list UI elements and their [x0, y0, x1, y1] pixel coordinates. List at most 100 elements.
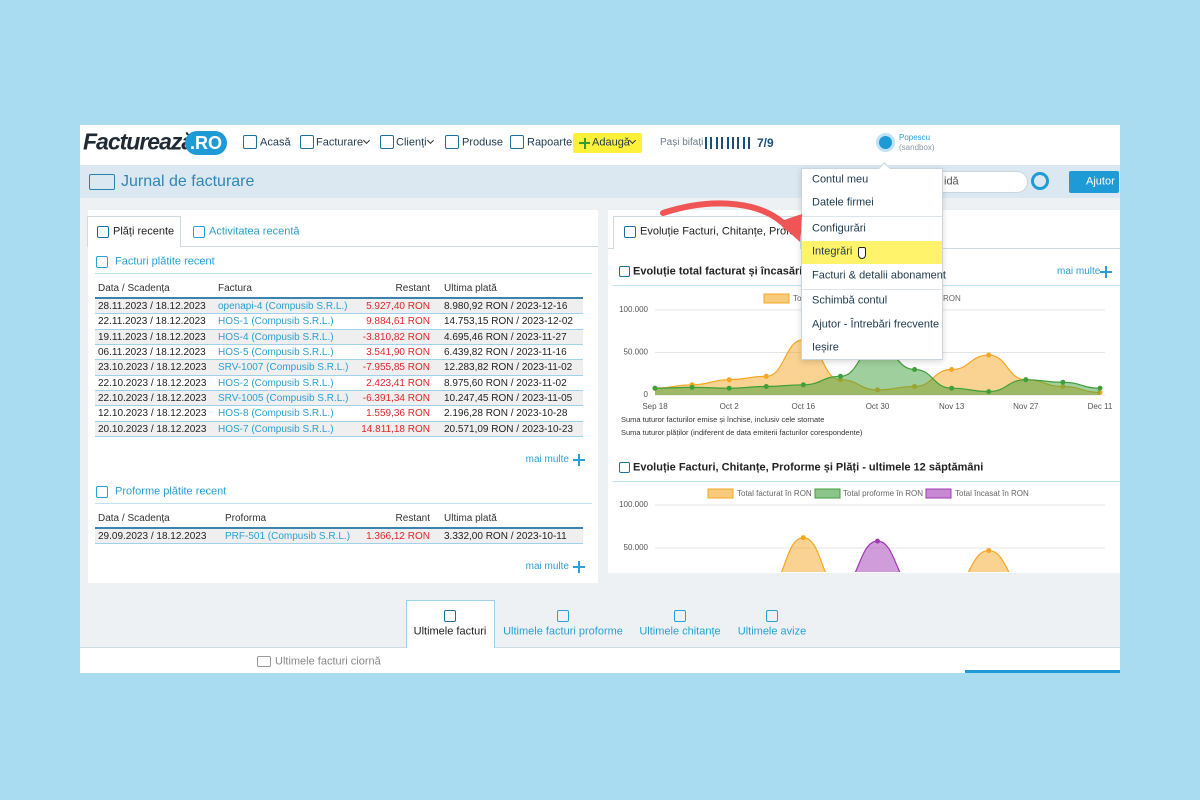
cell[interactable]: HOS-8 (Compusib S.R.L.)	[218, 408, 334, 420]
cell: 10.247,45 RON / 2023-11-05	[444, 392, 573, 404]
cursor	[858, 247, 866, 259]
table-row	[95, 329, 583, 345]
header-border	[95, 297, 583, 299]
tab[interactable]: Ultimele facturi	[413, 625, 487, 638]
cell: 14.811,18 RON	[361, 423, 430, 435]
cell: 2.423,41 RON	[366, 377, 430, 389]
user-button[interactable]	[876, 133, 895, 152]
section-line	[613, 481, 1120, 482]
cell: 3.332,00 RON / 2023-10-11	[444, 531, 567, 542]
cell: -6.391,34 RON	[362, 392, 430, 404]
menu-item[interactable]: Contul meu	[812, 173, 869, 186]
cell: 29.09.2023 / 18.12.2023	[98, 531, 207, 542]
cell: 22.10.2023 / 18.12.2023	[98, 377, 207, 389]
drafts-bar	[80, 648, 1120, 673]
cell: 19.11.2023 / 18.12.2023	[98, 331, 206, 343]
nav-item[interactable]: Rapoarte	[527, 136, 573, 149]
icon	[444, 610, 456, 622]
section-title: Proforme plătite recent	[115, 485, 227, 498]
cell[interactable]: HOS-2 (Compusib S.R.L.)	[218, 377, 334, 389]
icon	[674, 610, 686, 622]
icon	[96, 486, 108, 498]
cell: 20.571,09 RON / 2023-10-23	[444, 423, 573, 435]
cell: 06.11.2023 / 18.12.2023	[98, 346, 206, 358]
menu-highlight	[802, 240, 942, 264]
icon	[300, 135, 314, 149]
tab-active[interactable]	[87, 216, 181, 247]
progress-step	[732, 137, 734, 149]
menu-item[interactable]: Integrări	[812, 245, 853, 258]
cell[interactable]: HOS-5 (Compusib S.R.L.)	[218, 346, 334, 358]
cell[interactable]: HOS-4 (Compusib S.R.L.)	[218, 331, 334, 343]
table-row	[95, 314, 583, 330]
plus-icon	[1105, 266, 1107, 278]
more-link[interactable]: mai multe	[1057, 266, 1101, 277]
help-button[interactable]	[1069, 171, 1119, 193]
tab[interactable]: Ultimele avize	[737, 625, 807, 638]
cell: 20.10.2023 / 18.12.2023	[98, 423, 207, 435]
icon	[619, 266, 630, 277]
menu-item[interactable]: Configurări	[812, 222, 866, 235]
cell: 8.980,92 RON / 2023-12-16	[444, 301, 568, 312]
table-row	[95, 406, 583, 422]
nav-item[interactable]: Produse	[462, 136, 503, 149]
cell: 9.884,61 RON	[366, 316, 430, 328]
menu-item[interactable]: Schimbă contul	[812, 294, 888, 307]
more-link[interactable]: mai multe	[525, 454, 569, 465]
user-menu	[801, 168, 943, 360]
help-label[interactable]: Ajutor	[1086, 175, 1115, 188]
search-text: idă	[944, 175, 959, 188]
drafts-tab[interactable]: Ultimele facturi ciornă	[275, 655, 381, 668]
progress-step	[721, 137, 724, 149]
scroll-indicator	[965, 670, 1120, 673]
cell: 4.695,46 RON / 2023-11-27	[444, 331, 567, 343]
icon	[243, 135, 257, 149]
search-button[interactable]	[1031, 172, 1049, 190]
nav-item[interactable]: Acasă	[260, 136, 291, 149]
cell[interactable]: HOS-7 (Compusib S.R.L.)	[218, 423, 334, 435]
plus-icon	[578, 561, 580, 573]
section-line	[95, 273, 592, 274]
cell: 5.927,40 RON	[366, 301, 430, 312]
cell: 8.975,60 RON / 2023-11-02	[444, 377, 567, 389]
progress-step	[715, 137, 718, 149]
menu-item[interactable]: Datele firmei	[812, 196, 874, 209]
nav-item[interactable]: Facturare	[316, 136, 364, 149]
menu-item[interactable]: Ieșire	[812, 341, 839, 354]
chart-title: Evoluție total facturat și încasări - ul…	[633, 265, 927, 278]
logo-pill	[185, 131, 227, 155]
tab[interactable]: Evoluție Facturi, Chitanțe, Proforme și …	[640, 225, 850, 238]
tab[interactable]: Plăți recente	[113, 225, 175, 238]
cell[interactable]: openapi-4 (Compusib S.R.L.)	[218, 301, 348, 312]
page-title: Jurnal de facturare	[121, 173, 255, 190]
cell: 12.283,82 RON / 2023-11-02	[444, 362, 573, 374]
cell: 12.10.2023 / 18.12.2023	[98, 408, 207, 420]
column-header: Factura	[218, 283, 252, 294]
menu-item[interactable]: Ajutor - Întrebări frecvente	[812, 318, 940, 331]
cell[interactable]: SRV-1005 (Compusib S.R.L.)	[218, 392, 349, 404]
tab-active[interactable]	[406, 600, 495, 648]
tab[interactable]: Ultimele chitanțe	[639, 625, 721, 638]
nav-item[interactable]: Clienți	[396, 136, 427, 149]
cell[interactable]: PRF-501 (Compusib S.R.L.)	[225, 531, 351, 542]
plus-icon	[578, 454, 580, 466]
user-name: Popescu	[899, 133, 931, 142]
cell[interactable]: SRV-1007 (Compusib S.R.L.)	[218, 362, 349, 374]
add-button-label[interactable]: Adaugă	[592, 136, 630, 149]
more-link[interactable]: mai multe	[525, 561, 569, 572]
tab[interactable]: Activitatea recentă	[209, 225, 300, 238]
tab[interactable]: Ultimele facturi proforme	[503, 625, 623, 638]
cell: -3.810,82 RON	[362, 331, 430, 343]
column-header: Ultima plată	[444, 283, 497, 294]
add-button[interactable]	[573, 133, 642, 153]
tab-line	[88, 246, 598, 247]
cell: 6.439,82 RON / 2023-11-16	[444, 346, 567, 358]
cell[interactable]: HOS-1 (Compusib S.R.L.)	[218, 316, 334, 328]
menu-separator	[802, 216, 942, 217]
table-row	[95, 375, 583, 391]
section-line	[95, 503, 592, 504]
icon	[96, 256, 108, 268]
logo[interactable]: Facturează	[83, 128, 194, 155]
menu-item[interactable]: Facturi & detalii abonament	[812, 269, 946, 282]
